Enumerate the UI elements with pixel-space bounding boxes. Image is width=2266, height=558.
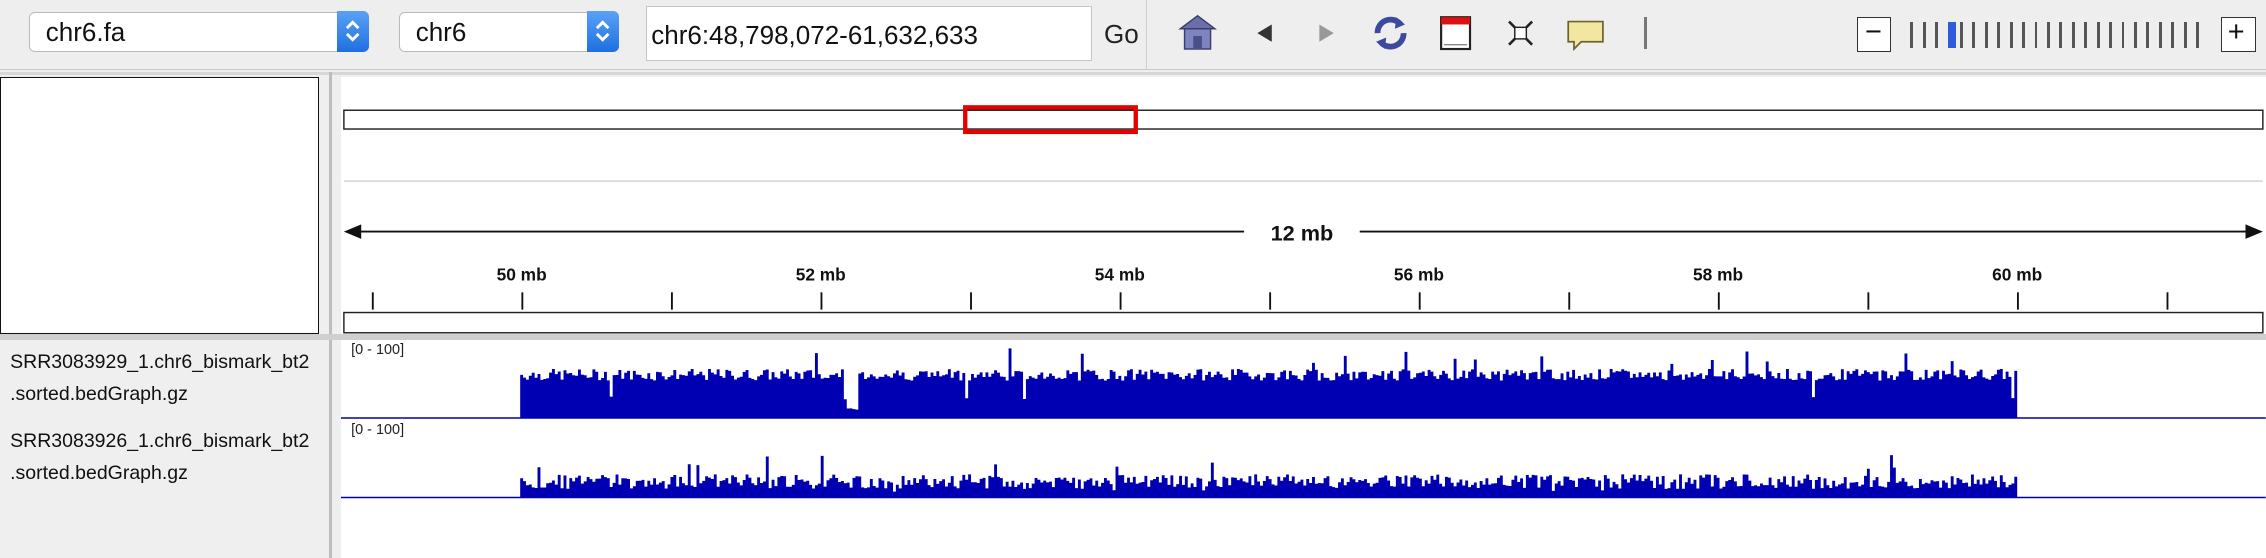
zoom-in-button[interactable]: + [2220,15,2256,52]
genome-dropdown[interactable]: chr6.fa [28,11,369,52]
zoom-tick[interactable] [2183,21,2187,48]
track-2-data-range: [0 - 100] [351,421,405,438]
zoom-tick[interactable] [2146,21,2150,48]
current-region-box[interactable] [963,104,1138,134]
toolbar: chr6.fa chr6 chr6:48,798,072-61,632,633 … [0,0,2266,71]
ruler-panel[interactable]: 12 mb 50 mb 52 mb 54 mb 56 mb 58 mb 60 mb [341,76,2266,334]
track-2-coverage-bars [520,454,2018,498]
popup-info-icon[interactable] [1561,10,1610,56]
genome-dropdown-value: chr6.fa [45,16,126,47]
zoom-tick[interactable] [1910,21,1914,48]
zoom-level-indicator[interactable] [1947,21,1957,48]
locus-input[interactable]: chr6:48,798,072-61,632,633 [645,5,1093,61]
track-name-1[interactable]: SRR3083929_1.chr6_bismark_bt2 .sorted.be… [10,347,321,411]
region-of-interest-icon[interactable] [1431,10,1480,56]
zoom-slider[interactable] [1905,17,2206,52]
header-name-panel [0,76,320,334]
ruler-svg: 12 mb 50 mb 52 mb 54 mb 56 mb 58 mb 60 mb [343,104,2264,334]
zoom-tick[interactable] [2046,21,2050,48]
zoom-tick[interactable] [2071,21,2075,48]
zoom-tick[interactable] [2196,21,2199,48]
ruler-tick-label: 54 mb [1095,264,1145,284]
chromosome-dropdown[interactable]: chr6 [398,11,619,52]
zoom-tick[interactable] [2096,21,2100,48]
tracks-svg [341,347,2266,498]
chromosome-dropdown-chevron-icon[interactable] [587,11,619,52]
name-panel-divider[interactable] [329,72,333,558]
sequence-track-box [343,311,2264,334]
ruler-tick-label: 50 mb [497,264,547,284]
zoom-tick[interactable] [1935,21,1938,48]
toolbar-divider [0,72,2266,76]
track-1-data-range: [0 - 100] [351,342,405,359]
zoom-in-label: + [2227,15,2245,48]
zoom-tick[interactable] [1959,21,1963,48]
zoom-tick[interactable] [2059,21,2063,48]
zoom-tick[interactable] [1997,21,2001,48]
resize-to-window-icon[interactable] [1496,10,1545,56]
ruler-tick-label: 60 mb [1992,264,2042,284]
track-names-panel: SRR3083929_1.chr6_bismark_bt2 .sorted.be… [0,339,330,558]
zoom-tick[interactable] [1984,21,1988,48]
go-button[interactable]: Go [1103,18,1139,49]
zoom-tick[interactable] [2009,21,2013,48]
span-arrow-left-icon [343,223,362,239]
panel-separator[interactable] [0,333,2266,340]
zoom-tick[interactable] [2158,21,2162,48]
track-name-2-line1: SRR3083926_1.chr6_bismark_bt2 [10,430,310,453]
ruler-tick-label: 58 mb [1693,264,1743,284]
zoom-tick[interactable] [2109,21,2112,48]
track-name-2[interactable]: SRR3083926_1.chr6_bismark_bt2 .sorted.be… [10,426,321,490]
track-name-1-line1: SRR3083929_1.chr6_bismark_bt2 [10,350,310,373]
forward-arrow-icon[interactable] [1302,10,1351,56]
zoom-tick[interactable] [2133,21,2137,48]
zoom-tick[interactable] [1922,21,1926,48]
span-arrow-right-icon [2245,223,2263,239]
zoom-tick[interactable] [2084,21,2088,48]
zoom-tick[interactable] [2034,21,2038,48]
zoom-out-button[interactable]: − [1856,15,1892,52]
ruler-tick-label: 52 mb [796,264,846,284]
zoom-out-label: − [1865,15,1882,48]
chromosome-ideogram[interactable] [343,109,2264,130]
track-1-coverage-bars [520,347,2018,418]
data-panel[interactable]: [0 - 100] [0 - 100] [341,339,2266,558]
zoom-tick[interactable] [1972,21,1976,48]
home-icon[interactable] [1173,10,1222,56]
span-label: 12 mb [1271,220,1334,245]
refresh-icon[interactable] [1366,10,1415,56]
zoom-tick[interactable] [2171,21,2175,48]
track-name-1-line2: .sorted.bedGraph.gz [10,382,188,405]
chromosome-dropdown-value: chr6 [415,16,467,47]
track-name-2-line2: .sorted.bedGraph.gz [10,462,188,485]
toolbar-separator [1644,17,1648,50]
zoom-tick[interactable] [2022,21,2025,48]
genome-dropdown-chevron-icon[interactable] [337,11,369,52]
toolbar-separator [1145,0,1148,70]
back-arrow-icon[interactable] [1240,10,1289,56]
zoom-tick[interactable] [2121,21,2125,48]
ruler-tick-label: 56 mb [1394,264,1444,284]
